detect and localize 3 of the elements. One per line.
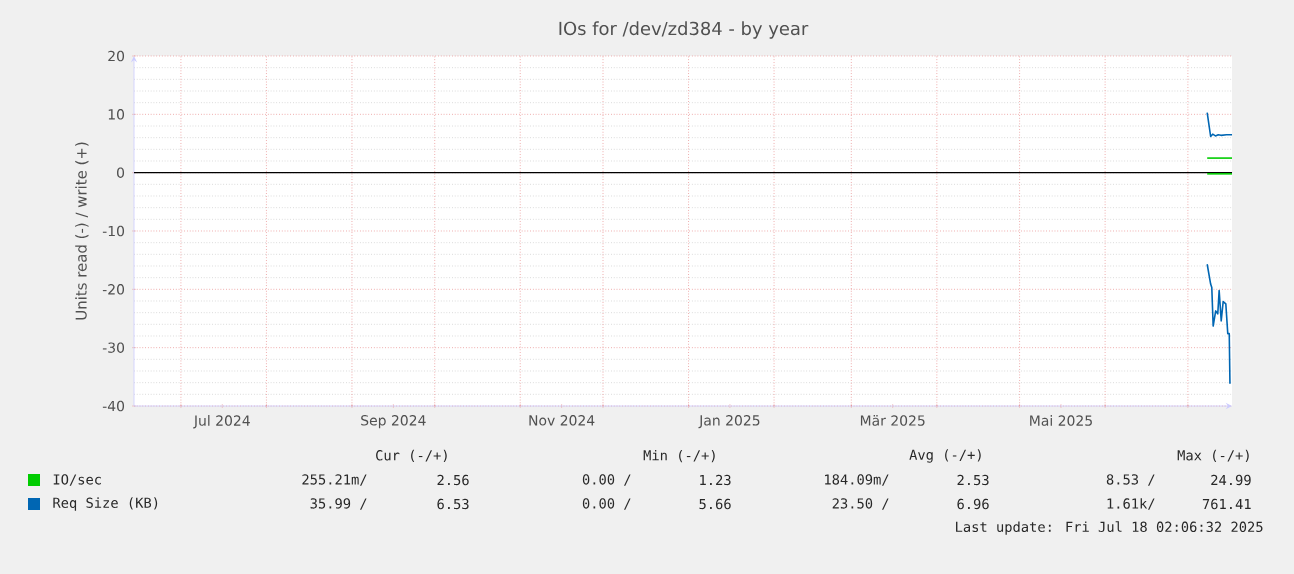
- chart-title: IOs for /dev/zd384 - by year: [559, 21, 809, 39]
- line-series: [1206, 111, 1233, 138]
- line-series: [1206, 263, 1231, 385]
